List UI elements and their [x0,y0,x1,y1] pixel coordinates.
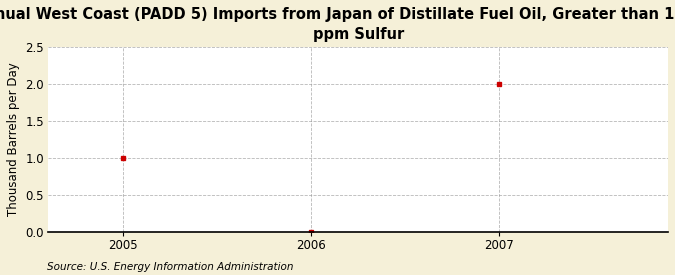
Text: Source: U.S. Energy Information Administration: Source: U.S. Energy Information Administ… [47,262,294,272]
Y-axis label: Thousand Barrels per Day: Thousand Barrels per Day [7,62,20,216]
Title: Annual West Coast (PADD 5) Imports from Japan of Distillate Fuel Oil, Greater th: Annual West Coast (PADD 5) Imports from … [0,7,675,42]
